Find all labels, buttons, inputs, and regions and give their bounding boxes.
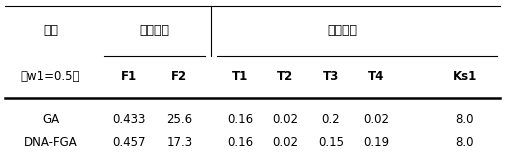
Text: 17.3: 17.3 [166,136,192,149]
Text: T1: T1 [232,69,248,83]
Text: GA: GA [42,113,59,126]
Text: 目标函数: 目标函数 [139,24,169,37]
Text: 0.2: 0.2 [322,113,340,126]
Text: T2: T2 [277,69,293,83]
Text: F1: F1 [121,69,137,83]
Text: 8.0: 8.0 [456,136,474,149]
Text: 0.15: 0.15 [318,136,344,149]
Text: 0.02: 0.02 [272,113,298,126]
Text: 25.6: 25.6 [166,113,192,126]
Text: 0.19: 0.19 [363,136,389,149]
Text: 算法: 算法 [43,24,58,37]
Text: 8.0: 8.0 [456,113,474,126]
Text: T4: T4 [368,69,384,83]
Text: 0.16: 0.16 [227,136,253,149]
Text: 0.16: 0.16 [227,113,253,126]
Text: F2: F2 [171,69,187,83]
Text: Ks1: Ks1 [452,69,477,83]
Text: 0.457: 0.457 [112,136,145,149]
Text: DNA-FGA: DNA-FGA [24,136,77,149]
Text: （w1=0.5）: （w1=0.5） [21,69,80,83]
Text: 0.02: 0.02 [272,136,298,149]
Text: 0.02: 0.02 [363,113,389,126]
Text: T3: T3 [323,69,339,83]
Text: 0.433: 0.433 [112,113,145,126]
Text: 优化参数: 优化参数 [327,24,357,37]
